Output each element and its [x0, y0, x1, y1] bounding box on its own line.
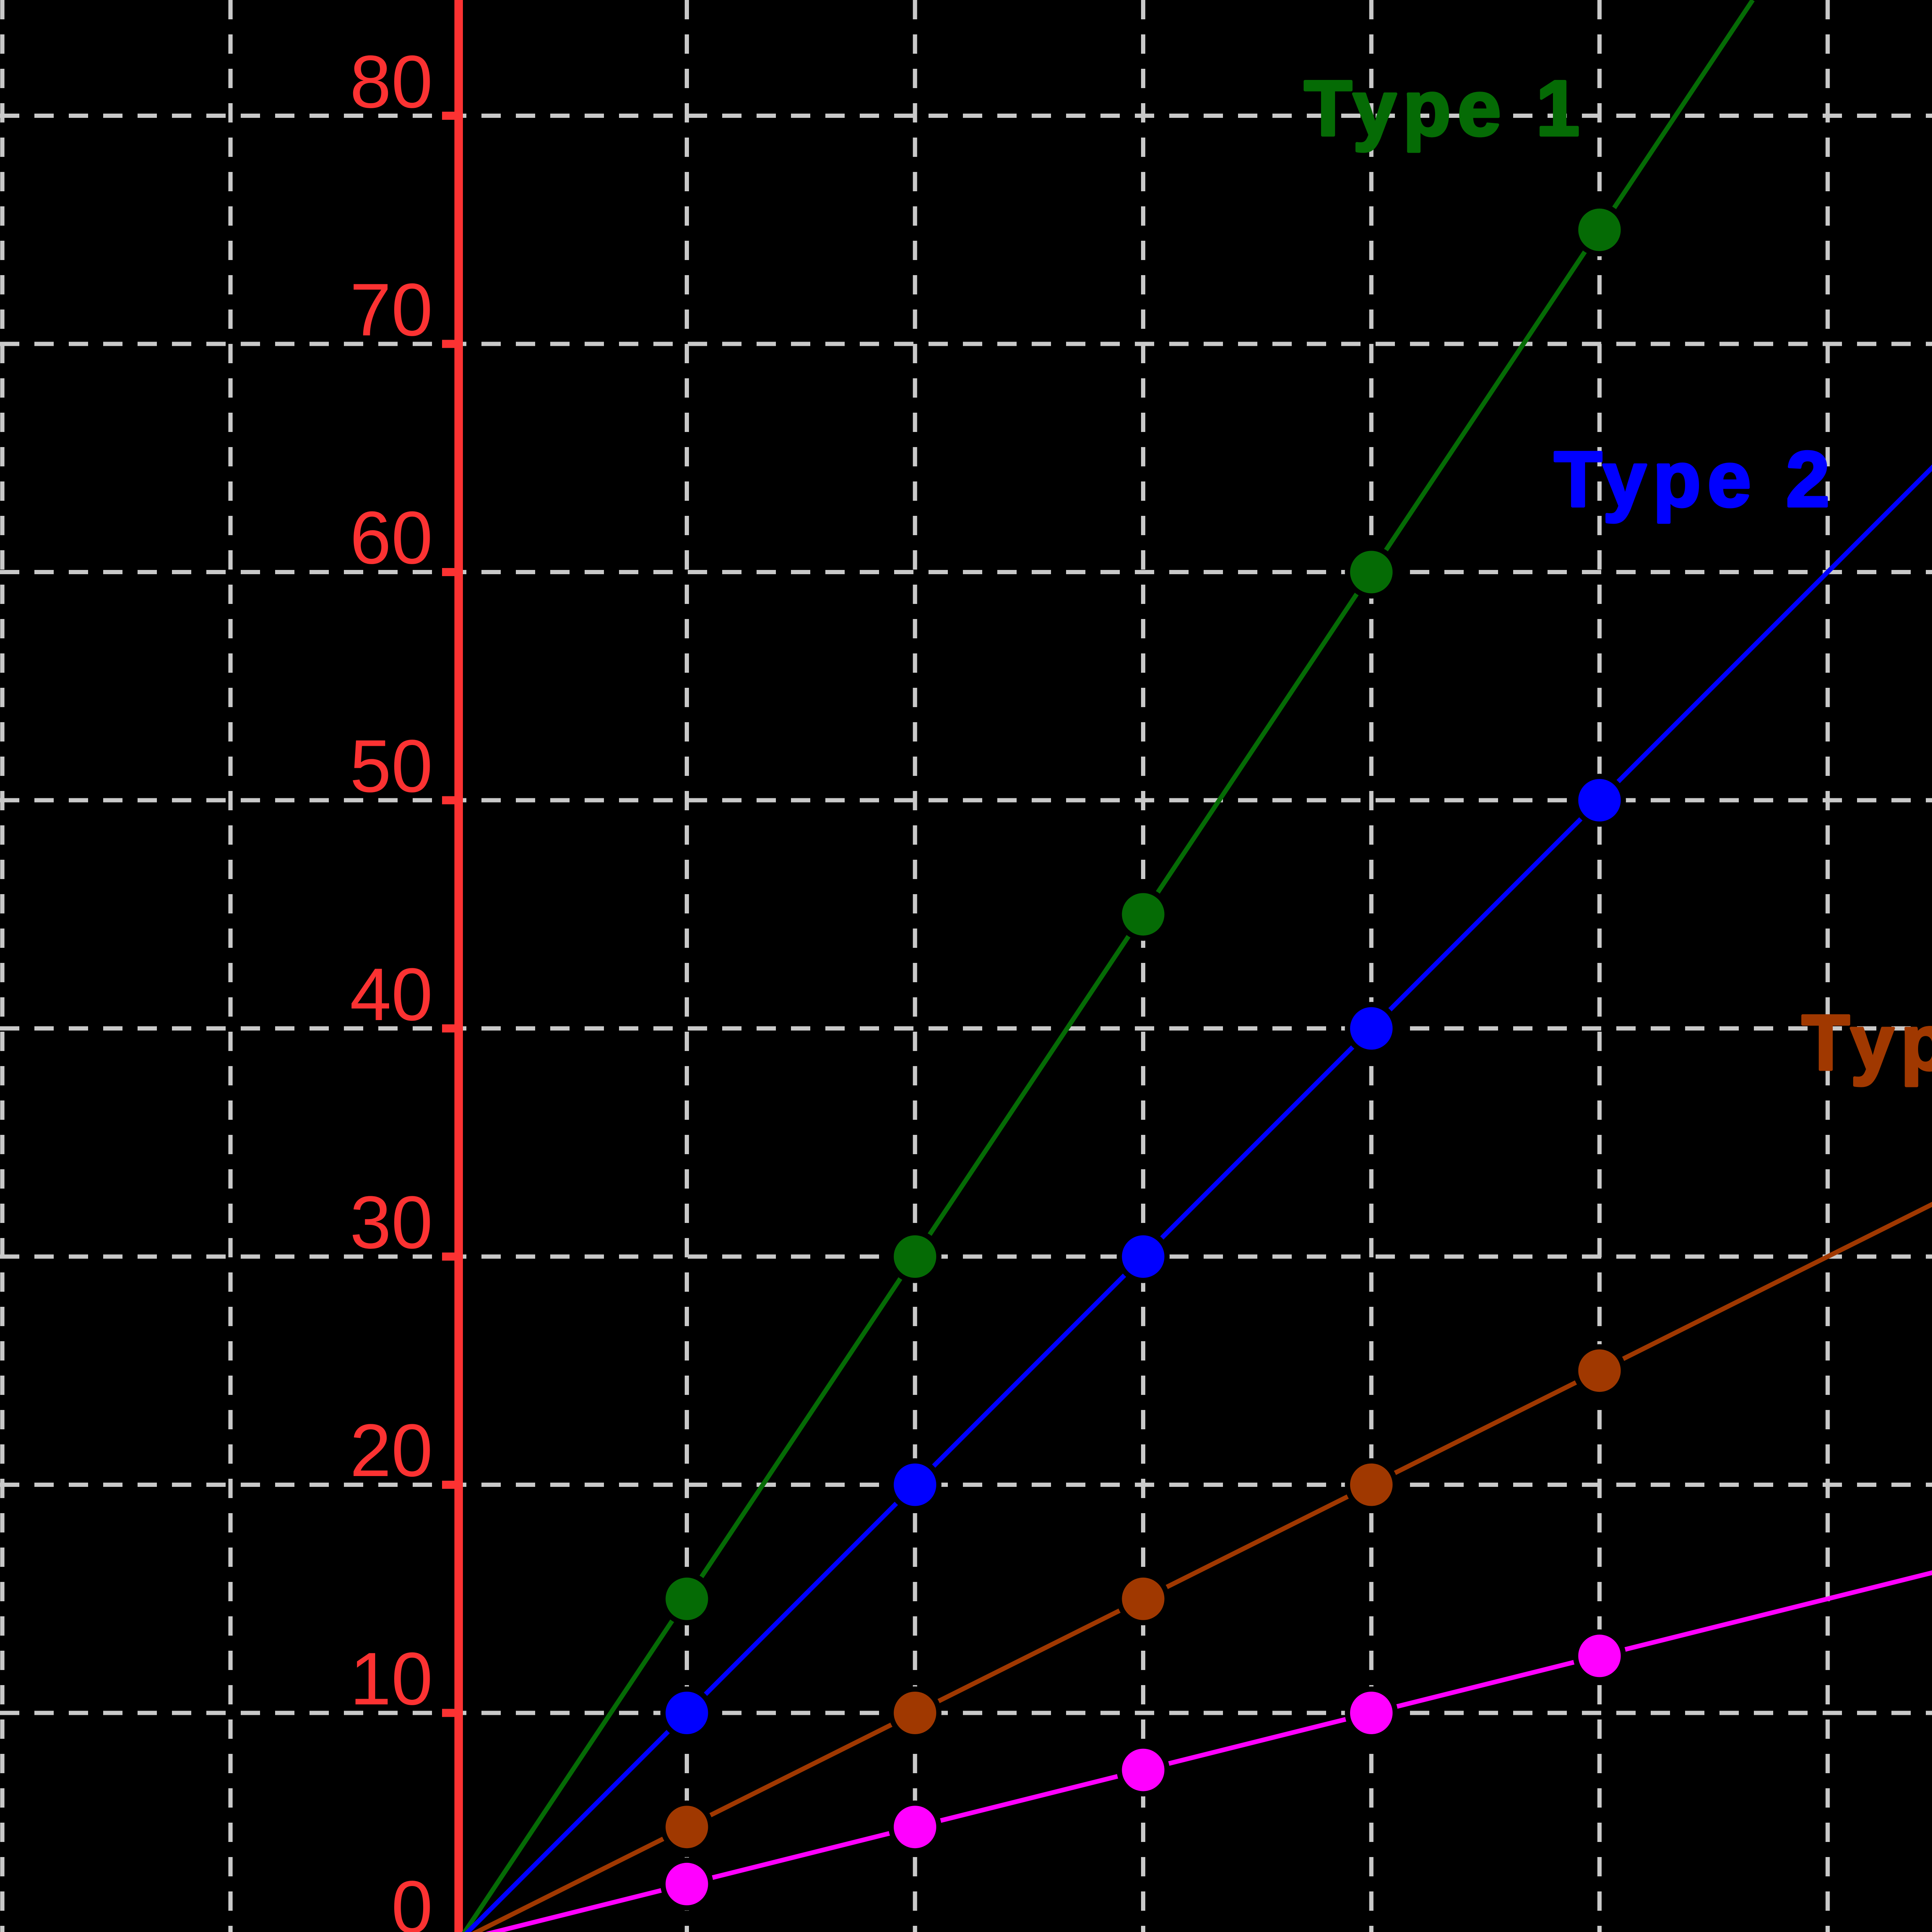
- svg-text:Type 3: Type 3: [1802, 999, 1932, 1087]
- svg-text:20: 20: [350, 1408, 433, 1492]
- svg-text:60: 60: [350, 496, 433, 579]
- svg-text:10: 10: [350, 1637, 433, 1720]
- svg-text:0: 0: [391, 1865, 433, 1932]
- svg-text:70: 70: [350, 268, 433, 351]
- svg-text:50: 50: [350, 724, 433, 808]
- svg-text:40: 40: [350, 952, 433, 1036]
- svg-text:30: 30: [350, 1180, 433, 1264]
- svg-text:80: 80: [350, 40, 433, 123]
- svg-text:Type 1: Type 1: [1304, 65, 1586, 152]
- svg-text:Type 2: Type 2: [1554, 435, 1836, 523]
